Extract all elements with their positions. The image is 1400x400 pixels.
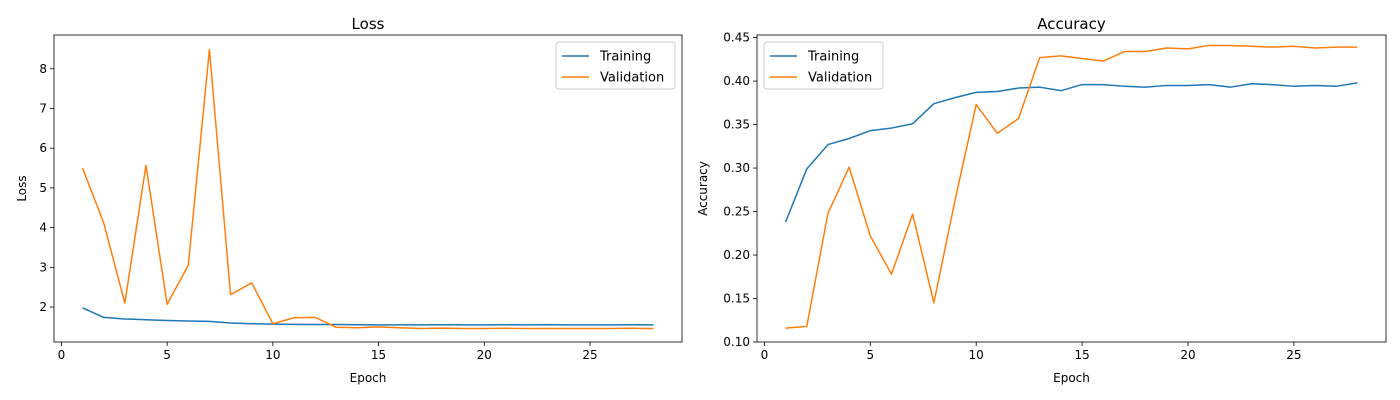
accuracy-x-tick-label: 15 [1074,348,1089,362]
accuracy-x-tick-label: 0 [761,348,769,362]
loss-x-tick-label: 25 [582,348,597,362]
accuracy-y-tick-label: 0.20 [723,248,750,262]
accuracy-axes-frame [756,34,1387,343]
loss-title: Loss [352,15,385,33]
accuracy-x-tick-label: 20 [1180,348,1195,362]
loss-y-tick-label: 5 [39,181,47,195]
loss-x-tick-label: 5 [163,348,171,362]
loss-x-axis-label: Epoch [350,371,387,385]
accuracy-x-tick-label: 25 [1286,348,1301,362]
loss-y-tick-label: 3 [39,260,47,274]
accuracy-x-tick-label: 5 [866,348,874,362]
accuracy-y-tick-label: 0.35 [723,118,750,132]
accuracy-validation-line [785,44,1358,329]
loss-y-tick-label: 6 [39,141,47,155]
loss-axes-frame [53,34,683,343]
loss-legend-label-validation: Validation [600,71,664,86]
loss-x-tick-label: 0 [58,348,66,362]
accuracy-x-tick-label: 10 [969,348,984,362]
accuracy-y-tick-label: 0.25 [723,205,750,219]
loss-training-line [82,307,654,326]
accuracy-legend-label-validation: Validation [808,71,872,86]
accuracy-y-tick-label: 0.30 [723,161,750,175]
loss-validation-line [81,48,654,330]
accuracy-y-tick-label: 0.45 [723,31,750,45]
accuracy-y-axis-label: Accuracy [696,161,710,216]
loss-y-axis-label: Loss [15,175,29,201]
loss-legend: Training Validation [555,41,676,90]
loss-x-tick-label: 10 [265,348,280,362]
accuracy-title: Accuracy [1037,15,1106,33]
accuracy-legend: Training Validation [763,41,884,90]
loss-x-tick-label: 15 [371,348,386,362]
loss-x-tick-label: 20 [477,348,492,362]
accuracy-panel: Accuracy 0 5 10 15 20 25 0.10 0.15 0.20 0.25 0.30 0.… [696,15,1387,385]
accuracy-x-axis-label: Epoch [1053,371,1090,385]
accuracy-legend-label-training: Training [807,50,859,65]
loss-y-tick-label: 7 [39,101,47,115]
accuracy-y-tick-label: 0.10 [723,335,750,349]
loss-y-tick-label: 8 [39,62,47,76]
loss-panel: Loss 0 5 10 15 20 25 2 3 4 5 6 7 8 Epoch Loss Training Va… [15,15,683,385]
accuracy-y-tick-label: 0.15 [723,292,750,306]
loss-y-tick-label: 2 [39,300,47,314]
accuracy-training-line [784,82,1358,223]
accuracy-y-tick-label: 0.40 [723,74,750,88]
loss-legend-label-training: Training [599,50,651,65]
loss-y-tick-label: 4 [39,221,47,235]
